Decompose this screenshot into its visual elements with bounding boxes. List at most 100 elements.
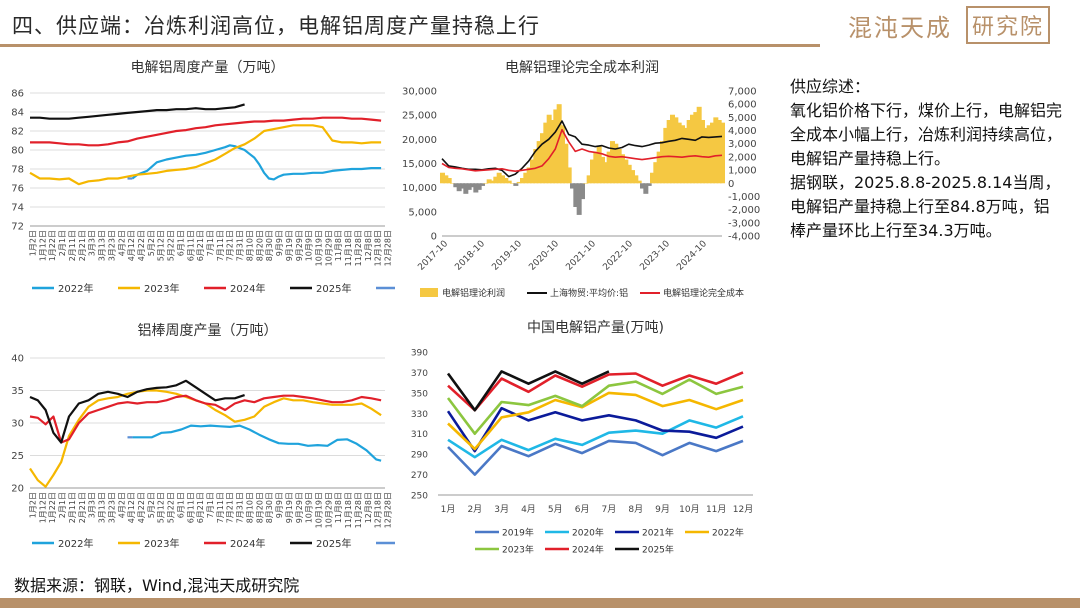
profit-bar [580,183,585,200]
profit-bar [460,183,465,189]
x-tick-label: 11月28日 [354,230,363,266]
x-tick-label: 10月29日 [324,230,333,266]
profit-bar [623,159,629,184]
x-tick-label: 10月29日 [324,492,333,528]
profit-bar [663,127,669,184]
profit-bar [640,183,645,189]
x-tick-label: 1月 [441,504,456,515]
summary-panel: 供应综述： 氧化铝价格下行，煤价上行，电解铝完全成本小幅上行，冶炼利润持续高位，… [790,75,1065,243]
profit-bar [696,106,702,184]
x-tick-label: 2021-10 [564,239,598,273]
x-tick-label: 5月22日 [167,230,176,261]
profit-bar [530,159,535,184]
series-line [446,370,610,412]
chart-title: 电解铝理论完全成本利润 [505,59,659,76]
x-tick-label: 3月 [494,504,509,515]
profit-bar [443,175,449,184]
x-tick-label: 10月9日 [305,492,314,523]
profit-bar [450,183,455,184]
y-tick-label-right: -2,000 [728,205,760,216]
profit-bar [633,175,639,184]
x-tick-label: 1月22日 [48,492,57,523]
profit-bar [670,114,675,184]
x-tick-label: 3月3日 [88,492,97,518]
x-tick-label: 8月10日 [245,230,254,261]
legend-label: 2024年 [572,544,604,556]
series-line [447,371,744,412]
profit-bar [686,120,692,184]
legend-label: 2021年 [642,527,674,539]
profit-bar [453,183,459,188]
x-tick-label: 12月18日 [374,492,383,528]
profit-bar [626,164,632,184]
profit-bar [693,112,699,184]
profit-bar [613,143,619,184]
legend-label: 2022年 [58,282,93,295]
profit-bar [616,149,622,184]
y-tick-label: 35 [11,386,24,397]
profit-bar [603,162,609,184]
profit-bar [446,178,452,184]
legend-label: 2022年 [712,527,744,539]
y-tick-label: 290 [411,451,428,461]
profit-bar [506,180,512,184]
profit-bar [620,154,625,184]
profit-bar [483,183,489,184]
y-tick-label: 74 [11,203,24,214]
profit-bar [650,172,655,184]
profit-bar [713,117,719,184]
x-tick-label: 9月 [655,504,670,515]
profit-bar [496,172,502,184]
legend-label: 2025年 [316,537,351,550]
x-tick-label: 11月8日 [334,492,343,523]
profit-bar [636,180,642,184]
profit-bar [493,176,499,184]
x-tick-label: 2017-10 [416,239,450,273]
x-tick-label: 1月12日 [38,230,47,261]
x-tick-label: 11月28日 [354,492,363,528]
x-tick-label: 10月19日 [314,230,323,266]
y-tick-label-right: 1,000 [728,166,757,177]
series-line [446,406,744,453]
profit-bar [513,183,519,186]
x-tick-label: 8月20日 [255,230,264,261]
chart-title: 电解铝周度产量（万吨） [131,60,285,76]
x-tick-label: 2023-10 [638,239,672,273]
series-line [447,391,744,451]
x-tick-label: 5月 [548,504,563,515]
y-tick-label-right: 5,000 [728,113,757,124]
y-tick-label-left: 5,000 [408,207,437,218]
legend-swatch [420,288,438,297]
legend-label: 2023年 [144,282,179,295]
legend-label: 电解铝理论利润 [442,287,505,299]
x-tick-label: 9月29日 [295,492,304,523]
x-tick-label: 9月19日 [285,492,294,523]
x-tick-label: 7月31日 [236,492,245,523]
x-tick-label: 7月1日 [206,230,215,256]
x-tick-label: 7月21日 [226,230,235,261]
profit-bar [486,179,492,184]
x-tick-label: 11月18日 [344,492,353,528]
y-tick-label: 86 [11,89,24,100]
profit-bar [700,120,705,184]
y-tick-label: 76 [11,184,24,195]
profit-bar [676,122,682,184]
y-tick-label: 80 [11,146,24,157]
x-tick-label: 12月 [733,504,753,515]
x-tick-label: 2024-10 [675,239,709,273]
x-tick-label: 8月30日 [265,492,274,523]
legend-label: 电解铝理论完全成本 [663,287,744,299]
profit-bar [560,125,565,184]
x-tick-label: 10月 [679,504,699,515]
profit-bar [610,141,615,184]
profit-bar [570,183,575,189]
x-tick-label: 6月11日 [186,230,195,261]
series-line [29,389,382,488]
x-tick-label: 12月28日 [384,230,393,266]
page-title: 四、供应端：冶炼利润高位，电解铝周度产量持稳上行 [12,14,540,38]
profit-bar [653,162,659,184]
y-tick-label: 270 [411,471,428,481]
profit-bar [600,156,605,184]
series-line [447,415,744,459]
